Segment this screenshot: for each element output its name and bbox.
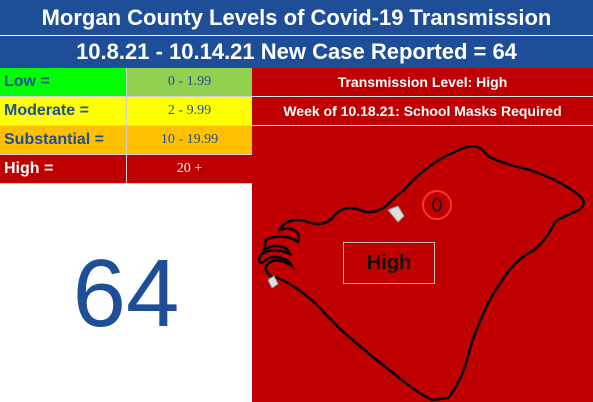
case-count: 64 xyxy=(0,186,252,402)
legend-name: Low = xyxy=(0,68,127,96)
case-report-subtitle: 10.8.21 - 10.14.21 New Case Reported = 6… xyxy=(0,36,593,68)
legend-name: Substantial = xyxy=(0,126,127,154)
lake-shape xyxy=(267,275,279,289)
county-outline xyxy=(257,144,585,402)
map-level-label: High xyxy=(343,242,435,284)
legend-row-substantial: Substantial = 10 - 19.99 xyxy=(0,126,252,155)
county-map-icon xyxy=(257,144,585,402)
legend-range: 0 - 1.99 xyxy=(127,68,252,96)
legend-row-low: Low = 0 - 1.99 xyxy=(0,68,252,97)
legend-range: 20 + xyxy=(127,155,252,183)
legend-row-high: High = 20 + xyxy=(0,155,252,184)
legend-name: Moderate = xyxy=(0,97,127,125)
lake-shape xyxy=(387,205,405,223)
transmission-legend: Low = 0 - 1.99 Moderate = 2 - 9.99 Subst… xyxy=(0,68,252,184)
legend-range: 2 - 9.99 xyxy=(127,97,252,125)
town-marker xyxy=(432,198,442,212)
transmission-level-text: Transmission Level: High xyxy=(252,68,593,97)
legend-name: High = xyxy=(0,155,127,183)
legend-row-moderate: Moderate = 2 - 9.99 xyxy=(0,97,252,126)
school-mask-notice: Week of 10.18.21: School Masks Required xyxy=(252,97,593,126)
page-title: Morgan County Levels of Covid-19 Transmi… xyxy=(0,0,593,36)
highlight-circle xyxy=(422,190,452,220)
legend-range: 10 - 19.99 xyxy=(127,126,252,154)
